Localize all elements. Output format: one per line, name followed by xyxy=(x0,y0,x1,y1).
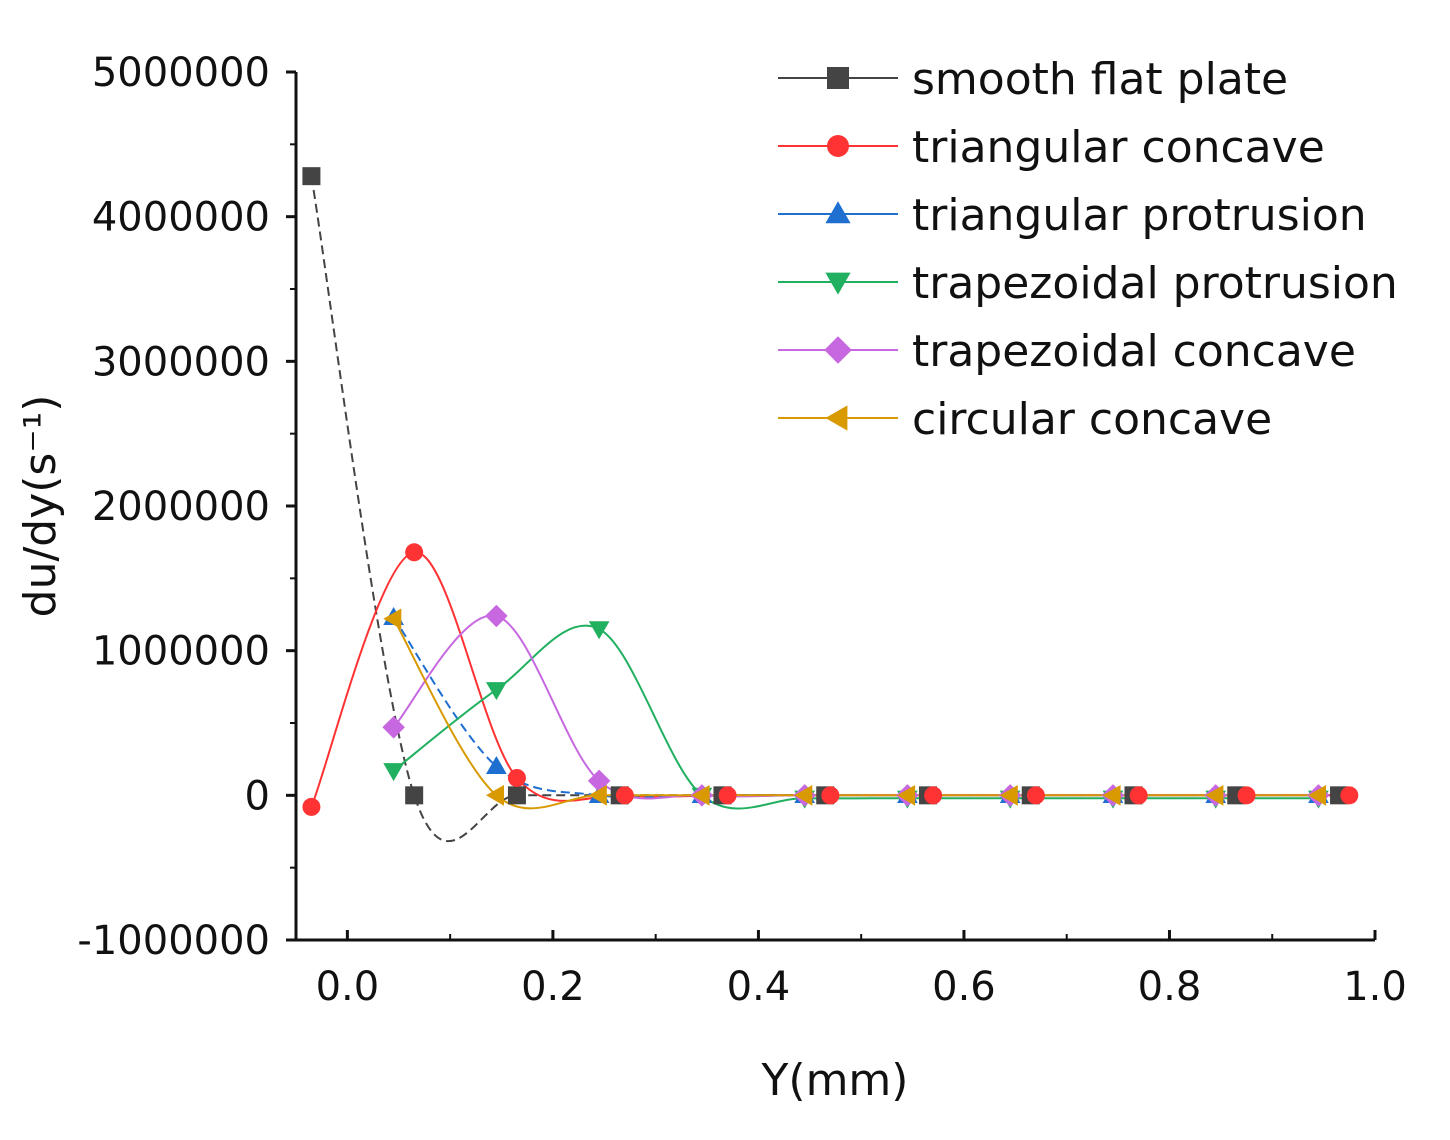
data-point xyxy=(897,785,916,806)
data-point xyxy=(507,786,526,805)
legend-label: triangular concave xyxy=(912,122,1325,173)
series-line xyxy=(392,618,1319,810)
data-point xyxy=(1308,785,1327,806)
data-point xyxy=(615,786,634,805)
series-markers xyxy=(302,543,1359,816)
x-tick-label: 1.0 xyxy=(1343,964,1407,1010)
x-tick-label: 0.6 xyxy=(932,964,996,1010)
legend-label: triangular protrusion xyxy=(912,190,1367,241)
data-point xyxy=(405,786,424,805)
y-tick-label: 4000000 xyxy=(92,195,270,241)
legend-label: trapezoidal protrusion xyxy=(912,258,1398,309)
data-point xyxy=(718,786,737,805)
data-point xyxy=(999,785,1018,806)
y-axis-title: du/dy(s⁻¹) xyxy=(15,395,66,618)
data-point xyxy=(588,621,610,640)
x-axis-title: Y(mm) xyxy=(761,1055,909,1106)
data-point xyxy=(1026,786,1045,805)
data-point xyxy=(302,167,321,186)
y-tick-label: -1000000 xyxy=(77,918,270,964)
legend-item: trapezoidal concave xyxy=(778,326,1356,377)
x-tick-label: 0.8 xyxy=(1138,964,1202,1010)
legend-item: trapezoidal protrusion xyxy=(778,258,1398,309)
data-point xyxy=(383,608,402,630)
x-tick-label: 0.0 xyxy=(316,964,380,1010)
data-point xyxy=(486,785,504,806)
data-point xyxy=(302,797,321,816)
data-point xyxy=(507,768,526,787)
data-point xyxy=(924,786,943,805)
series-markers xyxy=(383,608,1327,806)
legend: smooth flat plate triangular concave trian… xyxy=(778,54,1398,445)
data-point xyxy=(486,756,507,774)
y-tick-label: 2000000 xyxy=(92,484,270,530)
y-tick-label: 5000000 xyxy=(92,50,270,96)
data-point xyxy=(1102,785,1121,806)
legend-marker xyxy=(827,135,849,157)
series-line xyxy=(392,614,1319,800)
legend-item: triangular protrusion xyxy=(778,190,1367,241)
legend-label: circular concave xyxy=(912,394,1272,445)
y-tick-label: 0 xyxy=(245,773,270,819)
y-tick-label: 3000000 xyxy=(92,339,270,385)
series-line xyxy=(392,624,1319,810)
legend-item: circular concave xyxy=(778,394,1272,445)
x-ticks: 0.0 0.2 0.4 0.6 0.8 1.0 xyxy=(316,930,1407,1010)
data-point xyxy=(588,785,607,806)
series-group xyxy=(302,167,1359,843)
data-point xyxy=(691,785,710,806)
y-ticks: -1000000 0 1000000 2000000 3000000 4000000 500… xyxy=(77,50,296,964)
series-markers xyxy=(383,607,1329,803)
legend-label: smooth flat plate xyxy=(912,54,1288,105)
x-tick-label: 0.4 xyxy=(727,964,791,1010)
legend-marker xyxy=(825,405,848,431)
plot-area xyxy=(302,167,1359,843)
x-tick-label: 0.2 xyxy=(521,964,585,1010)
legend-marker xyxy=(824,336,852,364)
data-point xyxy=(1340,786,1359,805)
data-point xyxy=(485,604,508,628)
series-line xyxy=(392,616,1319,799)
data-point xyxy=(821,786,840,805)
legend-marker xyxy=(825,201,851,224)
data-point xyxy=(382,716,405,739)
series-line xyxy=(310,551,1350,808)
legend-marker xyxy=(825,272,851,295)
data-point xyxy=(486,682,507,701)
data-point xyxy=(405,543,424,562)
data-point xyxy=(383,763,404,782)
y-tick-label: 1000000 xyxy=(92,629,270,675)
legend-item: smooth flat plate xyxy=(778,54,1288,105)
legend-label: trapezoidal concave xyxy=(912,326,1356,377)
data-point xyxy=(1129,786,1148,805)
data-point xyxy=(1205,785,1224,806)
data-point xyxy=(1237,786,1256,805)
legend-marker xyxy=(827,67,849,89)
data-point xyxy=(794,785,813,806)
legend-item: triangular concave xyxy=(778,122,1325,173)
